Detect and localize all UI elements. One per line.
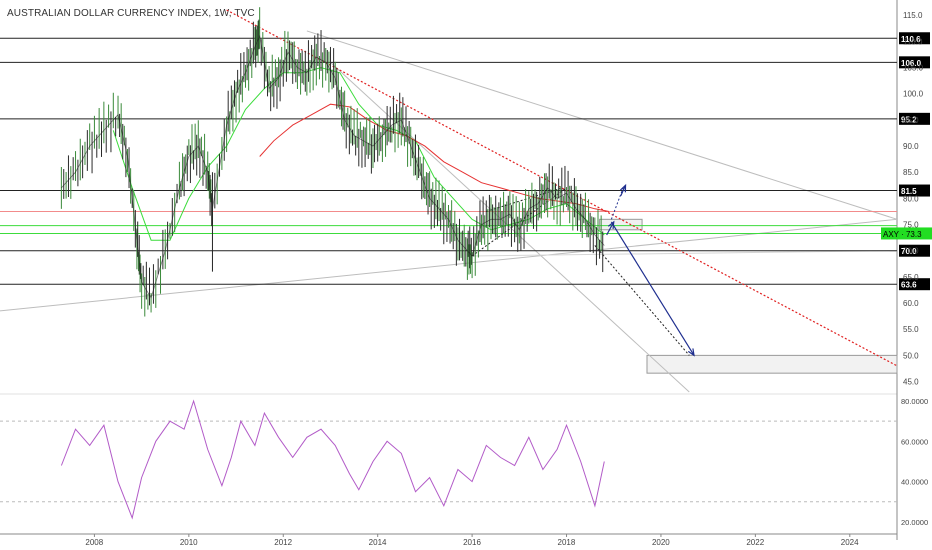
- y-tick-label: 45.0: [903, 378, 919, 387]
- level-label: 106.0: [901, 59, 922, 68]
- y-tick-label: 85.0: [903, 168, 919, 177]
- current-price-tag: [881, 227, 932, 240]
- level-label: 63.6: [901, 281, 917, 290]
- x-tick-label: 2008: [85, 538, 103, 547]
- y-tick-label: 70.0: [903, 247, 919, 256]
- blue-arrow-down-head: [687, 348, 695, 357]
- current-price-label: AXY · 73.3: [883, 230, 922, 239]
- blue-arrow-down: [610, 221, 695, 356]
- x-tick-label: 2014: [369, 538, 387, 547]
- blue-arrow-up-head: [619, 183, 627, 193]
- level-label: 70.0: [901, 247, 917, 256]
- level-label-bg: [899, 184, 930, 197]
- x-tick-label: 2022: [746, 538, 764, 547]
- y-tick-label: 90.0: [903, 142, 919, 151]
- blue-arrow-small-head: [607, 220, 615, 229]
- level-label-bg: [899, 278, 930, 291]
- red-downtrend-line: [226, 9, 898, 367]
- x-tick-label: 2018: [558, 538, 576, 547]
- level-label: 110.6: [901, 35, 921, 44]
- blue-arrow-up-dotted: [610, 187, 624, 220]
- y-tick-label: 50.0: [903, 351, 919, 360]
- rsi-tick-label: 80.0000: [901, 397, 928, 406]
- x-tick-label: 2012: [274, 538, 292, 547]
- y-tick-label: 95.0: [903, 116, 919, 125]
- price-line: [61, 34, 605, 299]
- x-tick-label: 2016: [463, 538, 481, 547]
- projection-dotted-line: [594, 245, 690, 356]
- level-label: 95.2: [901, 115, 917, 124]
- level-label-bg: [899, 56, 930, 69]
- rsi-tick-label: 40.0000: [901, 478, 928, 487]
- y-tick-label: 55.0: [903, 325, 919, 334]
- y-tick-label: 60.0: [903, 299, 919, 308]
- rsi-tick-label: 60.0000: [901, 437, 928, 446]
- rsi-line: [60, 399, 605, 520]
- target-zone-box: [646, 354, 898, 374]
- y-tick-label: 100.0: [903, 90, 924, 99]
- y-tick-label: 80.0: [903, 194, 919, 203]
- rsi-tick-label: 20.0000: [901, 518, 928, 527]
- chart-title: AUSTRALIAN DOLLAR CURRENCY INDEX, 1W, TV…: [7, 8, 255, 19]
- consolidation-box: [599, 218, 643, 231]
- x-tick-label: 2024: [841, 538, 859, 547]
- gray-trendline-4: [472, 250, 898, 257]
- blue-arrow-small: [606, 221, 615, 236]
- y-tick-label: 65.0: [903, 273, 919, 282]
- y-tick-label: 75.0: [903, 221, 919, 230]
- blue-arrow-up: [620, 185, 627, 197]
- x-tick-label: 2020: [652, 538, 670, 547]
- y-tick-label: 105.0: [903, 64, 924, 73]
- level-label-bg: [899, 112, 930, 125]
- level-label-bg: [899, 32, 930, 45]
- x-tick-label: 2010: [180, 538, 198, 547]
- level-label-bg: [899, 244, 930, 257]
- y-tick-label: 110.0: [903, 37, 923, 46]
- level-label: 81.5: [901, 187, 917, 196]
- y-tick-label: 115.0: [903, 11, 923, 20]
